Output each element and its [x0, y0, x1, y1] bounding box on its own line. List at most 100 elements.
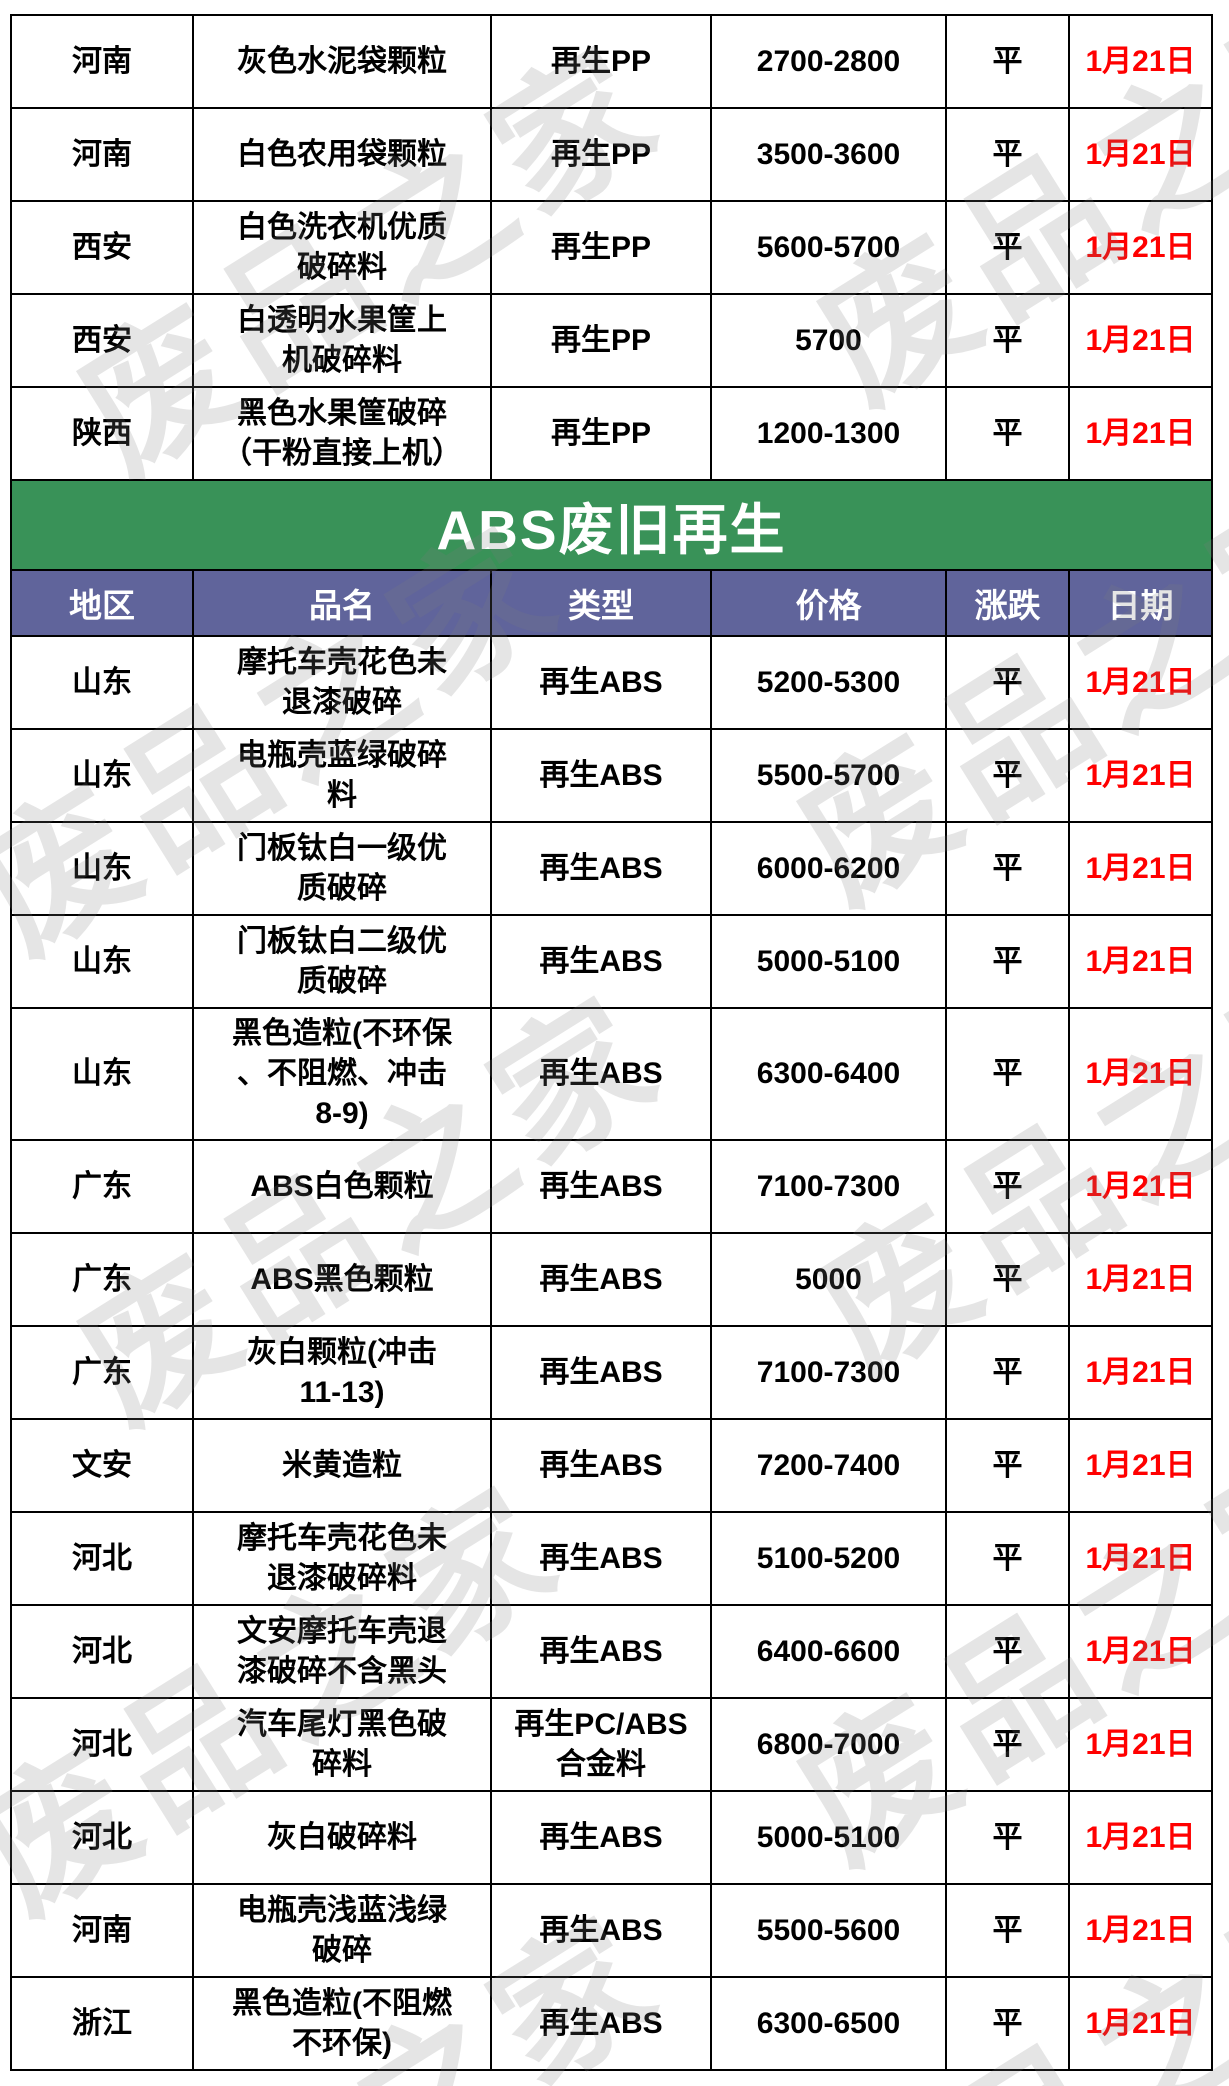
type-cell: 再生ABS: [490, 1978, 710, 2069]
change-cell: 平: [945, 1420, 1068, 1511]
region-cell: 广东: [72, 1355, 132, 1389]
date-cell: 1月21日: [1068, 1792, 1211, 1883]
table-row: 河北 文安摩托车壳退 漆破碎不含黑头 再生ABS 6400-6600 平 1月21日: [12, 1604, 1211, 1697]
type-cell: 再生ABS: [490, 730, 710, 821]
region-cell: 浙江: [72, 2006, 132, 2040]
type-cell: 再生ABS: [490, 1420, 710, 1511]
change-cell: 平: [945, 1792, 1068, 1883]
type-cell: 再生PP: [490, 388, 710, 479]
type-cell: 再生ABS: [490, 1327, 710, 1418]
product-cell: 灰色水泥袋颗粒: [192, 16, 490, 107]
type-cell: 再生ABS: [490, 637, 710, 728]
date-cell: 1月21日: [1068, 1606, 1211, 1697]
region-cell: 河北: [72, 1541, 132, 1575]
change-cell: 平: [945, 730, 1068, 821]
date-cell: 1月21日: [1068, 388, 1211, 479]
product-cell: 电瓶壳蓝绿破碎 料: [192, 730, 490, 821]
region-cell: 河南: [72, 44, 132, 78]
change-cell: 平: [945, 202, 1068, 293]
type-cell: 再生PP: [490, 109, 710, 200]
product-cell: 门板钛白二级优 质破碎: [192, 916, 490, 1007]
date-cell: 1月21日: [1068, 1513, 1211, 1604]
table-row: 山东 电瓶壳蓝绿破碎 料再生ABS 5500-5700 平 1月21日: [12, 728, 1211, 821]
price-cell: 7200-7400: [710, 1420, 945, 1511]
price-cell: 5700: [710, 295, 945, 386]
region-cell: 河北: [72, 1820, 132, 1854]
table-row: 西安 白透明水果筐上 机破碎料 再生PP 5700 平 1月21日: [12, 293, 1211, 386]
price-cell: 5000-5100: [710, 1792, 945, 1883]
col-header-region: 地区: [69, 587, 135, 624]
region-cell: 西安: [72, 230, 132, 264]
product-cell: 电瓶壳浅蓝浅绿 破碎: [192, 1885, 490, 1976]
change-cell: 平: [945, 1606, 1068, 1697]
type-cell: 再生ABS: [490, 916, 710, 1007]
product-cell: 灰白颗粒(冲击 11-13): [192, 1327, 490, 1418]
region-cell: 广东: [72, 1169, 132, 1203]
type-cell: 再生PP: [490, 295, 710, 386]
region-cell: 河南: [72, 1913, 132, 1947]
product-cell: 米黄造粒: [192, 1420, 490, 1511]
change-cell: 平: [945, 1513, 1068, 1604]
product-cell: ABS黑色颗粒: [192, 1234, 490, 1325]
region-cell: 河南: [72, 137, 132, 171]
date-cell: 1月21日: [1068, 295, 1211, 386]
change-cell: 平: [945, 295, 1068, 386]
date-cell: 1月21日: [1068, 202, 1211, 293]
region-cell: 山东: [72, 851, 132, 885]
price-cell: 5500-5700: [710, 730, 945, 821]
region-cell: 文安: [72, 1448, 132, 1482]
change-cell: 平: [945, 388, 1068, 479]
price-table: 河南 灰色水泥袋颗粒 再生PP 2700-2800 平 1月21日 河南 白色农用袋颗粒 再生P…: [10, 14, 1213, 2071]
table-row: 河北 汽车尾灯黑色破 碎料 再生PC/ABS 合金料 6800-7000 平 1月21日: [12, 1697, 1211, 1790]
type-cell: 再生ABS: [490, 1606, 710, 1697]
product-cell: ABS白色颗粒: [192, 1141, 490, 1232]
type-cell: 再生ABS: [490, 1792, 710, 1883]
product-cell: 白色洗衣机优质 破碎料: [192, 202, 490, 293]
product-cell: 摩托车壳花色未 退漆破碎: [192, 637, 490, 728]
region-cell: 山东: [72, 944, 132, 978]
product-cell: 摩托车壳花色未 退漆破碎料: [192, 1513, 490, 1604]
price-cell: 6800-7000: [710, 1699, 945, 1790]
product-cell: 黑色水果筐破碎 （干粉直接上机）: [192, 388, 490, 479]
product-cell: 黑色造粒(不阻燃 不环保): [192, 1978, 490, 2069]
abs-section-banner: ABS废旧再生: [12, 479, 1211, 571]
change-cell: 平: [945, 16, 1068, 107]
change-cell: 平: [945, 1978, 1068, 2069]
table-row: 浙江 黑色造粒(不阻燃 不环保) 再生ABS 6300-6500 平 1月21日: [12, 1976, 1211, 2069]
date-cell: 1月21日: [1068, 823, 1211, 914]
table-row: 西安 白色洗衣机优质 破碎料 再生PP 5600-5700 平 1月21日: [12, 200, 1211, 293]
date-cell: 1月21日: [1068, 1420, 1211, 1511]
type-cell: 再生ABS: [490, 823, 710, 914]
table-header-row: 地区 品名 类型 价格 涨跌 日期: [12, 571, 1211, 637]
col-header-change: 涨跌: [945, 571, 1068, 635]
product-cell: 门板钛白一级优 质破碎: [192, 823, 490, 914]
date-cell: 1月21日: [1068, 1978, 1211, 2069]
change-cell: 平: [945, 823, 1068, 914]
date-cell: 1月21日: [1068, 1699, 1211, 1790]
type-cell: 再生ABS: [490, 1009, 710, 1139]
product-cell: 灰白破碎料: [192, 1792, 490, 1883]
date-cell: 1月21日: [1068, 1234, 1211, 1325]
table-row: 广东 ABS白色颗粒 再生ABS 7100-7300 平 1月21日: [12, 1139, 1211, 1232]
type-cell: 再生ABS: [490, 1141, 710, 1232]
change-cell: 平: [945, 916, 1068, 1007]
table-row: 山东 门板钛白二级优 质破碎 再生ABS 5000-5100 平 1月21日: [12, 914, 1211, 1007]
price-cell: 2700-2800: [710, 16, 945, 107]
region-cell: 河北: [72, 1634, 132, 1668]
price-cell: 5100-5200: [710, 1513, 945, 1604]
region-cell: 山东: [72, 758, 132, 792]
price-cell: 7100-7300: [710, 1327, 945, 1418]
price-cell: 6300-6400: [710, 1009, 945, 1139]
price-cell: 5000-5100: [710, 916, 945, 1007]
region-cell: 陕西: [72, 416, 132, 450]
col-header-price: 价格: [710, 571, 945, 635]
table-row: 山东 摩托车壳花色未 退漆破碎 再生ABS 5200-5300 平 1月21日: [12, 637, 1211, 728]
table-row: 河南 电瓶壳浅蓝浅绿 破碎 再生ABS 5500-5600 平 1月21日: [12, 1883, 1211, 1976]
table-row: 文安 米黄造粒 再生ABS 7200-7400 平 1月21日: [12, 1418, 1211, 1511]
product-cell: 黑色造粒(不环保 、不阻燃、冲击 8-9): [192, 1009, 490, 1139]
product-cell: 白色农用袋颗粒: [192, 109, 490, 200]
table-row: 陕西 黑色水果筐破碎 （干粉直接上机） 再生PP 1200-1300 平 1月21日: [12, 386, 1211, 479]
price-cell: 6300-6500: [710, 1978, 945, 2069]
change-cell: 平: [945, 1327, 1068, 1418]
date-cell: 1月21日: [1068, 730, 1211, 821]
